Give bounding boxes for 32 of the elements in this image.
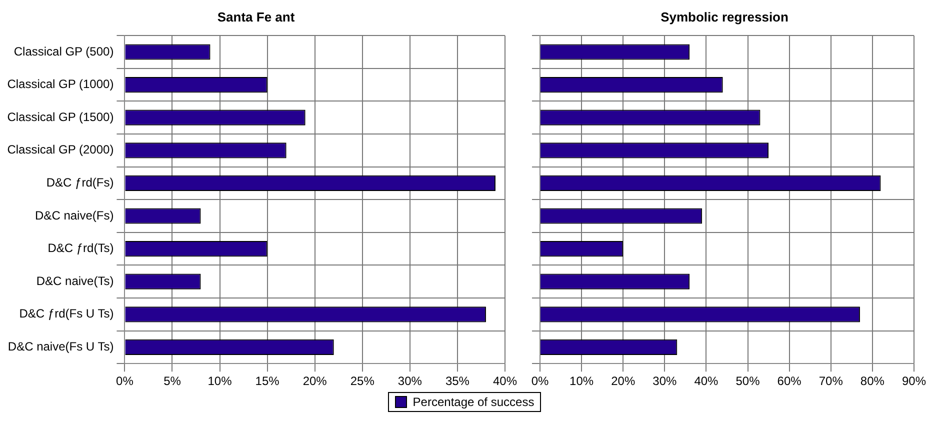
chart-title: Santa Fe ant — [217, 9, 296, 24]
x-tick-label: 0% — [531, 374, 549, 388]
y-tick-label: D&C naive(Fs U Ts) — [8, 340, 114, 354]
x-tick-label: 50% — [736, 374, 760, 388]
x-tick-label: 70% — [818, 374, 844, 388]
chart-title: Symbolic regression — [660, 9, 788, 24]
x-tick-label: 40% — [694, 374, 719, 388]
x-tick-label: 5% — [164, 374, 182, 388]
x-tick-label: 10% — [208, 374, 232, 388]
x-tick-label: 0% — [116, 374, 134, 388]
y-tick-label: D&C ƒrd(Ts) — [48, 241, 114, 256]
x-tick-label: 30% — [652, 374, 677, 388]
y-tick-label: Classical GP (2000) — [7, 142, 114, 157]
y-tick-label: D&C naive(Fs) — [35, 208, 114, 222]
x-tick-label: 40% — [492, 374, 518, 388]
y-tick-label: D&C ƒrd(Fs) — [46, 176, 114, 190]
x-tick-label: 30% — [398, 374, 422, 388]
x-tick-label: 20% — [302, 374, 328, 388]
x-tick-label: 80% — [860, 374, 885, 388]
x-tick-label: 60% — [777, 374, 802, 388]
y-tick-label: Classical GP (500) — [14, 44, 114, 58]
y-tick-label: Classical GP (1500) — [7, 110, 114, 124]
y-tick-label: Classical GP (1000) — [7, 77, 114, 92]
y-tick-label: D&C ƒrd(Fs U Ts) — [19, 306, 114, 321]
legend-label: Percentage of success — [412, 395, 534, 409]
x-tick-label: 15% — [255, 374, 280, 388]
x-tick-label: 20% — [611, 374, 636, 388]
x-tick-label: 90% — [902, 374, 926, 388]
x-tick-label: 25% — [350, 374, 375, 388]
y-tick-label: D&C naive(Ts) — [36, 274, 114, 288]
x-tick-label: 35% — [445, 374, 470, 388]
x-tick-label: 10% — [570, 374, 594, 388]
